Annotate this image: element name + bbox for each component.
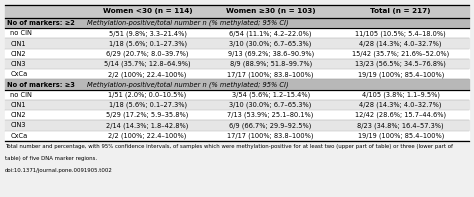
Text: Women ≥30 (n = 103): Women ≥30 (n = 103) xyxy=(226,8,316,14)
Text: doi:10.1371/journal.pone.0091905.t002: doi:10.1371/journal.pone.0091905.t002 xyxy=(5,168,112,173)
Bar xyxy=(5,100,469,110)
Text: CIN1: CIN1 xyxy=(10,102,26,108)
Text: 9/13 (69.2%; 38.6–90.9%): 9/13 (69.2%; 38.6–90.9%) xyxy=(228,51,314,57)
Bar xyxy=(5,59,469,69)
Text: 2/2 (100%; 22.4–100%): 2/2 (100%; 22.4–100%) xyxy=(109,132,187,139)
Text: Women <30 (n = 114): Women <30 (n = 114) xyxy=(103,8,192,14)
Text: 6/54 (11.1%; 4.2–22.0%): 6/54 (11.1%; 4.2–22.0%) xyxy=(229,30,312,37)
Text: 2/14 (14.3%; 1.8–42.8%): 2/14 (14.3%; 1.8–42.8%) xyxy=(106,122,189,129)
Text: 3/54 (5.6%; 1.2–15.4%): 3/54 (5.6%; 1.2–15.4%) xyxy=(232,91,310,98)
Text: 3/10 (30.0%; 6.7–65.3%): 3/10 (30.0%; 6.7–65.3%) xyxy=(229,40,312,47)
Text: CxCa: CxCa xyxy=(10,71,27,77)
Text: CIN3: CIN3 xyxy=(10,61,26,67)
Text: 12/42 (28.6%; 15.7–44.6%): 12/42 (28.6%; 15.7–44.6%) xyxy=(355,112,447,118)
Text: CIN2: CIN2 xyxy=(10,51,26,57)
Text: No of markers: ≥3: No of markers: ≥3 xyxy=(7,82,74,87)
Bar xyxy=(5,5,469,18)
Text: 1/18 (5.6%; 0.1–27.3%): 1/18 (5.6%; 0.1–27.3%) xyxy=(109,102,187,108)
Text: 19/19 (100%; 85.4–100%): 19/19 (100%; 85.4–100%) xyxy=(357,132,444,139)
Text: Methylation-positive/total number n (% methylated; 95% CI): Methylation-positive/total number n (% m… xyxy=(87,81,289,88)
Bar xyxy=(5,131,469,141)
Bar xyxy=(5,49,469,59)
Text: 13/23 (56.5%; 34.5–76.8%): 13/23 (56.5%; 34.5–76.8%) xyxy=(356,61,446,67)
Text: 7/13 (53.9%; 25.1–80.1%): 7/13 (53.9%; 25.1–80.1%) xyxy=(228,112,314,118)
Text: 17/17 (100%; 83.8–100%): 17/17 (100%; 83.8–100%) xyxy=(228,132,314,139)
Bar xyxy=(5,28,469,38)
Text: 8/23 (34.8%; 16.4–57.3%): 8/23 (34.8%; 16.4–57.3%) xyxy=(357,122,444,129)
Text: CxCa: CxCa xyxy=(10,133,27,139)
Bar xyxy=(5,18,469,28)
Text: 5/51 (9.8%; 3.3–21.4%): 5/51 (9.8%; 3.3–21.4%) xyxy=(109,30,187,37)
Text: 11/105 (10.5%; 5.4–18.0%): 11/105 (10.5%; 5.4–18.0%) xyxy=(356,30,446,37)
Text: 5/14 (35.7%; 12.8–64.9%): 5/14 (35.7%; 12.8–64.9%) xyxy=(104,61,191,67)
Bar xyxy=(5,79,469,90)
Text: 4/28 (14.3%; 4.0–32.7%): 4/28 (14.3%; 4.0–32.7%) xyxy=(359,40,442,47)
Text: 6/9 (66.7%; 29.9–92.5%): 6/9 (66.7%; 29.9–92.5%) xyxy=(229,122,312,129)
Bar xyxy=(5,110,469,120)
Text: Total (n = 217): Total (n = 217) xyxy=(371,8,431,14)
Text: 19/19 (100%; 85.4–100%): 19/19 (100%; 85.4–100%) xyxy=(357,71,444,78)
Text: 17/17 (100%; 83.8–100%): 17/17 (100%; 83.8–100%) xyxy=(228,71,314,78)
Text: Methylation-positive/total number n (% methylated; 95% CI): Methylation-positive/total number n (% m… xyxy=(87,20,289,26)
Text: 15/42 (35.7%; 21.6%–52.0%): 15/42 (35.7%; 21.6%–52.0%) xyxy=(352,51,449,57)
Text: CIN1: CIN1 xyxy=(10,41,26,46)
Bar xyxy=(5,90,469,100)
Text: 4/105 (3.8%; 1.1–9.5%): 4/105 (3.8%; 1.1–9.5%) xyxy=(362,91,440,98)
Text: Total number and percentage, with 95% confidence intervals, of samples which wer: Total number and percentage, with 95% co… xyxy=(5,144,453,149)
Text: 5/29 (17.2%; 5.9–35.8%): 5/29 (17.2%; 5.9–35.8%) xyxy=(106,112,189,118)
Text: 1/18 (5.6%; 0.1–27.3%): 1/18 (5.6%; 0.1–27.3%) xyxy=(109,40,187,47)
Text: 1/51 (2.0%; 0.0–10.5%): 1/51 (2.0%; 0.0–10.5%) xyxy=(109,91,187,98)
Bar xyxy=(5,120,469,131)
Text: 6/29 (20.7%; 8.0–39.7%): 6/29 (20.7%; 8.0–39.7%) xyxy=(106,51,189,57)
Bar xyxy=(5,69,469,79)
Bar xyxy=(5,38,469,49)
Text: 2/2 (100%; 22.4–100%): 2/2 (100%; 22.4–100%) xyxy=(109,71,187,78)
Text: no CIN: no CIN xyxy=(10,92,32,98)
Text: 8/9 (88.9%; 51.8–99.7%): 8/9 (88.9%; 51.8–99.7%) xyxy=(229,61,312,67)
Text: 3/10 (30.0%; 6.7–65.3%): 3/10 (30.0%; 6.7–65.3%) xyxy=(229,102,312,108)
Text: No of markers: ≥2: No of markers: ≥2 xyxy=(7,20,74,26)
Text: no CIN: no CIN xyxy=(10,30,32,36)
Text: CIN3: CIN3 xyxy=(10,122,26,128)
Text: table) of five DNA marker regions.: table) of five DNA marker regions. xyxy=(5,156,97,161)
Text: CIN2: CIN2 xyxy=(10,112,26,118)
Text: 4/28 (14.3%; 4.0–32.7%): 4/28 (14.3%; 4.0–32.7%) xyxy=(359,102,442,108)
